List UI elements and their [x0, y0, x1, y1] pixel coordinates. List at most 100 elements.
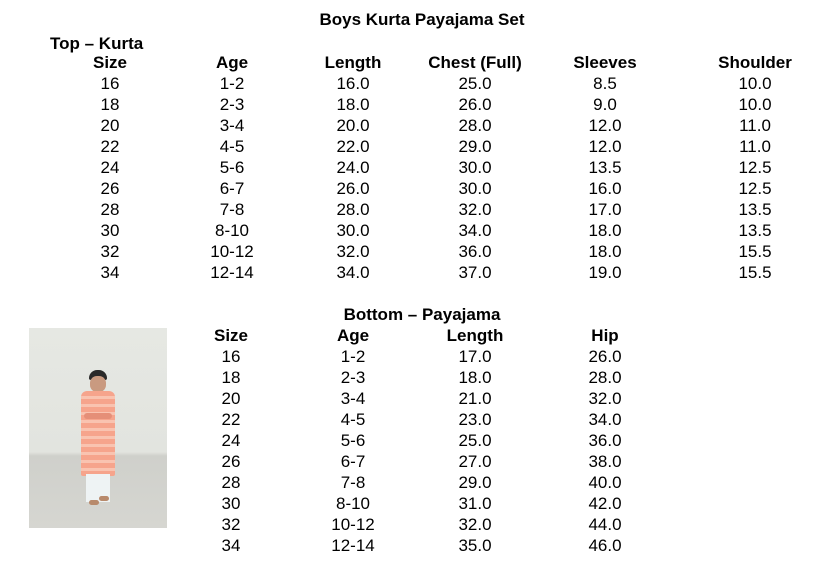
table-cell: 30.0 [458, 158, 492, 177]
table-cell: 3-4 [340, 389, 366, 408]
table-cell: 32.0 [336, 242, 370, 261]
table-cell: 6-7 [219, 179, 245, 198]
table-cell: 26 [100, 179, 120, 198]
table-cell: 13.5 [738, 221, 772, 240]
column-header: Size [213, 326, 249, 345]
table-cell: 16 [221, 347, 241, 366]
table-cell: 22.0 [336, 137, 370, 156]
table-cell: 34 [100, 263, 120, 282]
table-cell: 28 [221, 473, 241, 492]
table-row: 32 10-12 32.0 44.0 [0, 514, 821, 535]
table-cell: 37.0 [458, 263, 492, 282]
table-cell: 29.0 [458, 473, 492, 492]
table-cell: 25.0 [458, 431, 492, 450]
table-cell: 46.0 [588, 536, 622, 555]
table-cell: 20 [221, 389, 241, 408]
table-cell: 15.5 [738, 242, 772, 261]
table-cell: 38.0 [588, 452, 622, 471]
table-row: 32 10-12 32.0 36.0 18.0 15.5 [0, 241, 821, 262]
table-row: 24 5-6 24.0 30.0 13.5 12.5 [0, 157, 821, 178]
table-cell: 28.0 [458, 116, 492, 135]
column-header: Age [215, 53, 249, 72]
table-cell: 32 [100, 242, 120, 261]
table-cell: 16.0 [588, 179, 622, 198]
table-cell: 24 [221, 431, 241, 450]
table-cell: 30 [100, 221, 120, 240]
bottom-section-label: Bottom – Payajama [343, 305, 501, 324]
table-cell: 26.0 [336, 179, 370, 198]
table-cell: 28 [100, 200, 120, 219]
table-cell: 20.0 [336, 116, 370, 135]
table-cell: 32 [221, 515, 241, 534]
table-cell: 34.0 [458, 221, 492, 240]
table-cell: 42.0 [588, 494, 622, 513]
table-cell: 30.0 [458, 179, 492, 198]
table-cell: 24.0 [336, 158, 370, 177]
table-cell: 2-3 [340, 368, 366, 387]
table-cell: 18.0 [458, 368, 492, 387]
table-row: 18 2-3 18.0 26.0 9.0 10.0 [0, 94, 821, 115]
table-cell: 16.0 [336, 74, 370, 93]
table-cell: 35.0 [458, 536, 492, 555]
table-cell: 12-14 [331, 536, 375, 555]
table-row: 20 3-4 20.0 28.0 12.0 11.0 [0, 115, 821, 136]
table-cell: 26.0 [588, 347, 622, 366]
table-cell: 22 [100, 137, 120, 156]
table-cell: 24 [100, 158, 120, 177]
table-cell: 26 [221, 452, 241, 471]
table-row: 30 8-10 30.0 34.0 18.0 13.5 [0, 220, 821, 241]
table-cell: 7-8 [340, 473, 366, 492]
table-cell: 10.0 [738, 95, 772, 114]
table-cell: 5-6 [340, 431, 366, 450]
table-cell: 18.0 [336, 95, 370, 114]
column-header: Chest (Full) [428, 53, 522, 72]
table-cell: 28.0 [336, 200, 370, 219]
page-title: Boys Kurta Payajama Set [319, 10, 525, 29]
table-cell: 4-5 [340, 410, 366, 429]
table-cell: 18.0 [588, 221, 622, 240]
table-cell: 4-5 [219, 137, 245, 156]
table-cell: 32.0 [458, 200, 492, 219]
table-cell: 44.0 [588, 515, 622, 534]
table-cell: 8.5 [593, 74, 617, 93]
table-cell: 34.0 [336, 263, 370, 282]
table-row: 28 7-8 28.0 32.0 17.0 13.5 [0, 199, 821, 220]
table-row: 28 7-8 29.0 40.0 [0, 472, 821, 493]
table-cell: 21.0 [458, 389, 492, 408]
table-cell: 18.0 [588, 242, 622, 261]
table-cell: 15.5 [738, 263, 772, 282]
table-cell: 23.0 [458, 410, 492, 429]
table-row: 18 2-3 18.0 28.0 [0, 367, 821, 388]
product-photo [29, 328, 167, 528]
table-cell: 34 [221, 536, 241, 555]
table-cell: 19.0 [588, 263, 622, 282]
table-cell: 11.0 [739, 116, 771, 135]
column-header: Shoulder [718, 53, 792, 72]
table-cell: 28.0 [588, 368, 622, 387]
table-cell: 10-12 [331, 515, 375, 534]
table-cell: 26.0 [458, 95, 492, 114]
table-cell: 32.0 [458, 515, 492, 534]
table-cell: 10-12 [210, 242, 254, 261]
table-cell: 31.0 [458, 494, 492, 513]
table-cell: 13.5 [588, 158, 622, 177]
table-cell: 11.0 [739, 137, 771, 156]
table-row: 34 12-14 34.0 37.0 19.0 15.5 [0, 262, 821, 283]
table-cell: 12.0 [588, 137, 622, 156]
table-cell: 12.5 [738, 158, 772, 177]
table-cell: 7-8 [219, 200, 245, 219]
table-cell: 12.5 [738, 179, 772, 198]
table-cell: 1-2 [340, 347, 366, 366]
table-row: 24 5-6 25.0 36.0 [0, 430, 821, 451]
table-row: 34 12-14 35.0 46.0 [0, 535, 821, 556]
table-cell: 22 [221, 410, 241, 429]
table-row: 26 6-7 27.0 38.0 [0, 451, 821, 472]
table-header-row: Size Age Length Chest (Full) Sleeves Shoulder [0, 52, 821, 73]
table-cell: 16 [100, 74, 120, 93]
table-row: 16 1-2 17.0 26.0 [0, 346, 821, 367]
table-cell: 27.0 [458, 452, 492, 471]
table-cell: 25.0 [458, 74, 492, 93]
table-cell: 29.0 [458, 137, 492, 156]
table-cell: 30.0 [336, 221, 370, 240]
table-row: 16 1-2 16.0 25.0 8.5 10.0 [0, 73, 821, 94]
